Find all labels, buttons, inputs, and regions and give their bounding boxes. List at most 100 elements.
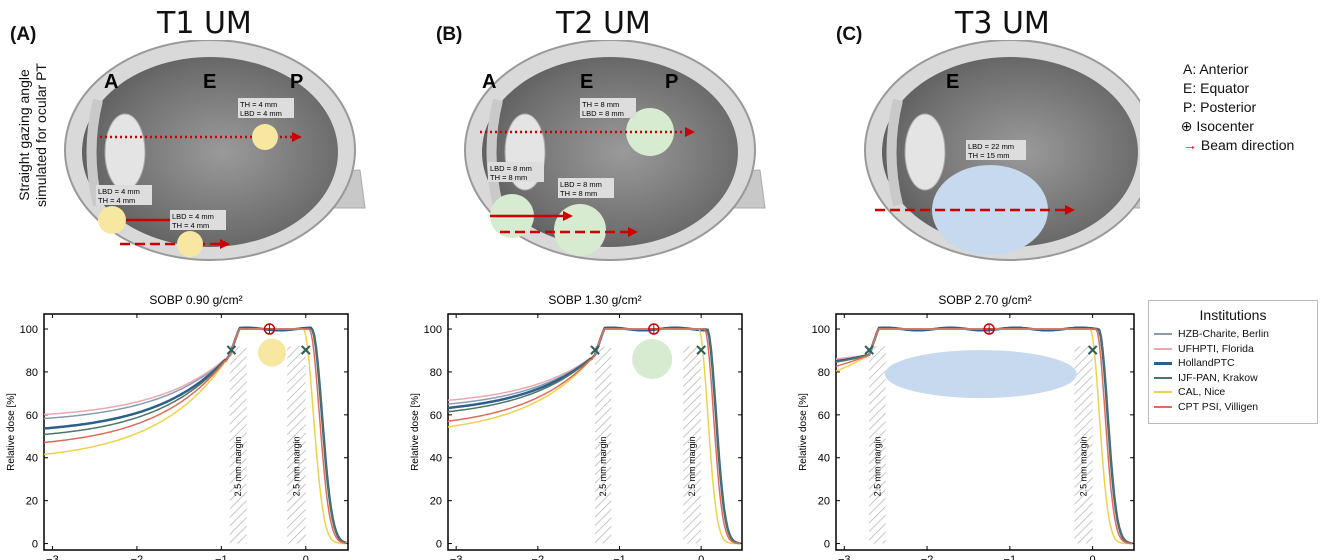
arrow-icon: → <box>1183 137 1197 153</box>
panel-title-c: T3 UM <box>955 6 1050 41</box>
x-tick-label: −2 <box>532 554 545 560</box>
y-tick-label: 100 <box>812 324 830 336</box>
svg-text:TH = 4 mm: TH = 4 mm <box>98 196 135 205</box>
legend-title: Institutions <box>1199 307 1267 323</box>
margin-label: 2.5 mm margin <box>291 436 301 496</box>
chart-title: SOBP 0.90 g/cm² <box>149 293 242 307</box>
x-tick-label: −3 <box>450 554 463 560</box>
svg-text:TH = 15 mm: TH = 15 mm <box>968 151 1009 160</box>
axes-frame <box>447 313 743 551</box>
y-axis-label: Relative dose [%] <box>6 393 17 471</box>
y-tick-label: 20 <box>818 496 830 508</box>
y-tick-label: 60 <box>26 410 38 422</box>
y-axis-label: Relative dose [%] <box>798 393 809 471</box>
margin-band <box>287 346 306 544</box>
axes-frame <box>43 313 349 551</box>
legend-equator: E: Equator <box>1183 80 1250 96</box>
legend-swatch <box>1154 333 1172 336</box>
chart-title: SOBP 1.30 g/cm² <box>548 293 641 307</box>
tumor-icon <box>258 338 286 367</box>
x-tick-label: −3 <box>46 554 59 560</box>
margin-label: 2.5 mm margin <box>1079 436 1089 496</box>
cross-marker: ✕ <box>695 342 708 359</box>
axes-frame <box>835 313 1135 551</box>
legend-beam-direction: → Beam direction <box>1183 137 1295 153</box>
dose-charts: SOBP 0.90 g/cm² 2.5 mm margin 2.5 mm margi… <box>6 293 1135 560</box>
margin-label: 2.5 mm margin <box>598 436 608 496</box>
svg-text:TH = 4 mm: TH = 4 mm <box>240 100 277 109</box>
legend-posterior: P: Posterior <box>1183 99 1257 115</box>
series-line <box>447 328 741 545</box>
legend-swatch <box>1154 361 1172 365</box>
y-tick-label: 40 <box>430 453 442 465</box>
svg-text:TH = 4 mm: TH = 4 mm <box>172 221 209 230</box>
y-tick-label: 100 <box>424 324 442 336</box>
region-c-e: E <box>946 71 959 93</box>
svg-text:LBD = 4 mm: LBD = 4 mm <box>240 109 282 118</box>
legend-entry: IJF-PAN, Krakow <box>1149 371 1317 386</box>
region-legend: A: Anterior E: Equator P: Posterior ⊕⊕ I… <box>1180 60 1295 155</box>
legend-entry: CAL, Nice <box>1149 385 1317 400</box>
x-tick-label: −1 <box>215 554 228 560</box>
panel-title-b: T2 UM <box>556 6 651 41</box>
y-tick-label: 20 <box>26 496 38 508</box>
margin-band <box>869 346 886 544</box>
chart-title: SOBP 2.70 g/cm² <box>938 293 1031 307</box>
region-a-a: A <box>104 71 118 93</box>
cross-marker: ✕ <box>225 342 238 359</box>
x-tick-label: 0 <box>1090 554 1096 560</box>
svg-text:TH = 8 mm: TH = 8 mm <box>582 100 619 109</box>
x-tick-label: −1 <box>613 554 626 560</box>
eye-c: E LBD = 22 mm TH = 15 mm <box>864 40 1140 261</box>
cross-marker: ✕ <box>299 342 312 359</box>
legend-entry: CPT PSI, Villigen <box>1149 400 1317 415</box>
series-line <box>43 328 347 545</box>
y-tick-label: 20 <box>430 496 442 508</box>
y-tick-label: 40 <box>26 453 38 465</box>
y-tick-label: 0 <box>824 539 830 551</box>
panel-title-a: T1 UM <box>157 6 252 41</box>
y-tick-label: 60 <box>818 410 830 422</box>
chart-1: SOBP 1.30 g/cm² 2.5 mm margin 2.5 mm margi… <box>410 293 743 560</box>
margin-label: 2.5 mm margin <box>233 436 243 496</box>
svg-text:LBD = 4 mm: LBD = 4 mm <box>172 212 214 221</box>
svg-text:LBD = 8 mm: LBD = 8 mm <box>490 164 532 173</box>
margin-label: 2.5 mm margin <box>687 436 697 496</box>
margin-band <box>683 346 702 544</box>
panel-label-b: (B) <box>436 24 463 45</box>
institutions-legend: Institutions HZB-Charite, Berlin UFHPTI, … <box>1148 300 1318 424</box>
eye-illustrations: A E P TH = 4 mm LBD = 4 mm LBD = 4 mm TH… <box>64 40 1140 261</box>
svg-text:LBD = 8 mm: LBD = 8 mm <box>582 109 624 118</box>
y-tick-label: 100 <box>20 324 38 336</box>
panel-label-c: (C) <box>836 24 863 45</box>
margin-band <box>595 346 612 544</box>
margin-label: 2.5 mm margin <box>872 436 882 496</box>
chart-2: SOBP 2.70 g/cm² 2.5 mm margin 2.5 mm margi… <box>798 293 1135 560</box>
legend-swatch <box>1154 376 1172 379</box>
panel-label-a: (A) <box>10 24 37 45</box>
eye-b: A E P TH = 8 mm LBD = 8 mm LBD = 8 mm TH… <box>464 40 766 261</box>
x-tick-label: −2 <box>921 554 934 560</box>
margin-band <box>1074 346 1093 544</box>
cross-marker: ✕ <box>863 342 876 359</box>
y-tick-label: 40 <box>818 453 830 465</box>
svg-text:TH = 8 mm: TH = 8 mm <box>560 189 597 198</box>
x-tick-label: 0 <box>303 554 309 560</box>
x-tick-label: −2 <box>131 554 144 560</box>
region-b-p: P <box>665 71 678 93</box>
legend-anterior: A: Anterior <box>1183 61 1249 77</box>
svg-text:TH = 8 mm: TH = 8 mm <box>490 173 527 182</box>
legend-swatch <box>1154 347 1172 350</box>
legend-swatch <box>1154 391 1172 394</box>
y-tick-label: 60 <box>430 410 442 422</box>
x-tick-label: −3 <box>838 554 851 560</box>
legend-isocenter: ⊕⊕ Isocenter <box>1180 118 1254 134</box>
svg-text:LBD = 4 mm: LBD = 4 mm <box>98 187 140 196</box>
margin-band <box>229 346 247 544</box>
legend-entry: HollandPTC <box>1149 356 1317 371</box>
y-tick-label: 0 <box>32 539 38 551</box>
legend-entry: UFHPTI, Florida <box>1149 342 1317 357</box>
y-tick-label: 80 <box>26 367 38 379</box>
legend-entry: HZB-Charite, Berlin <box>1149 327 1317 342</box>
region-b-e: E <box>580 71 593 93</box>
